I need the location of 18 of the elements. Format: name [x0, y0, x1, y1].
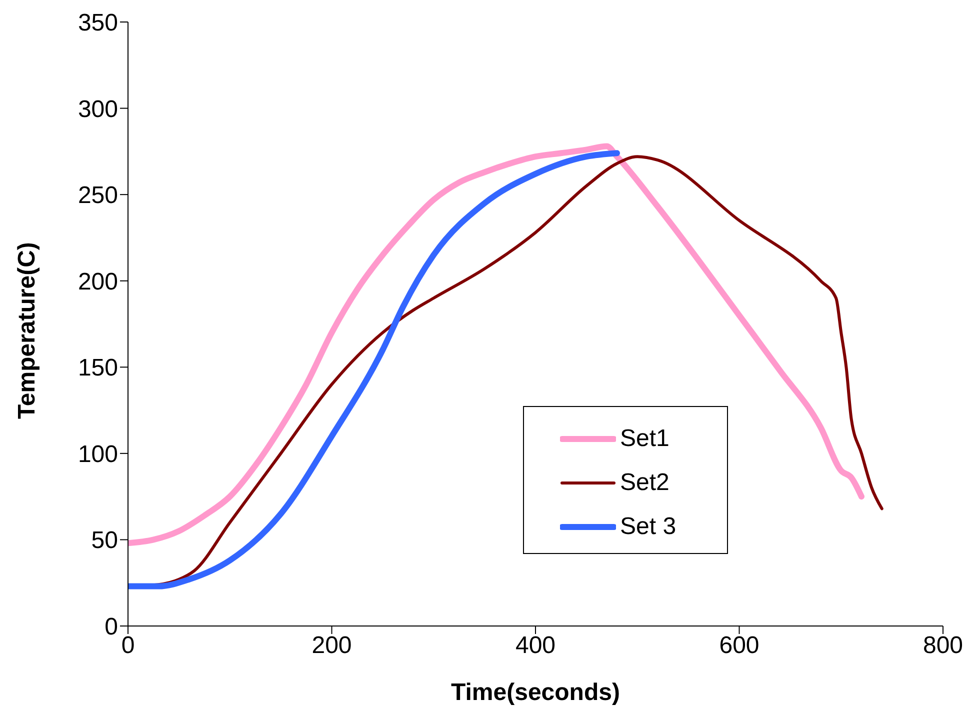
x-tick-label: 600 [719, 632, 760, 660]
y-tick-label: 50 [91, 527, 118, 554]
x-tick-label: 800 [922, 632, 964, 660]
y-tick-label: 150 [78, 354, 118, 382]
y-axis-title: Temperature(C) [14, 242, 41, 419]
legend-label: Set 3 [620, 513, 676, 541]
y-tick-label: 250 [78, 182, 118, 210]
y-tick-label: 350 [78, 10, 118, 37]
legend-label: Set2 [620, 469, 670, 497]
x-axis-title: Time(seconds) [451, 679, 620, 706]
y-tick-label: 100 [78, 440, 118, 468]
x-tick-label: 0 [121, 632, 135, 660]
legend-label: Set1 [620, 425, 670, 453]
y-tick-label: 200 [78, 268, 118, 296]
y-tick-label: 0 [104, 614, 118, 641]
y-tick-label: 300 [78, 96, 118, 123]
x-tick-label: 200 [312, 632, 352, 660]
x-tick-label: 400 [515, 632, 556, 660]
